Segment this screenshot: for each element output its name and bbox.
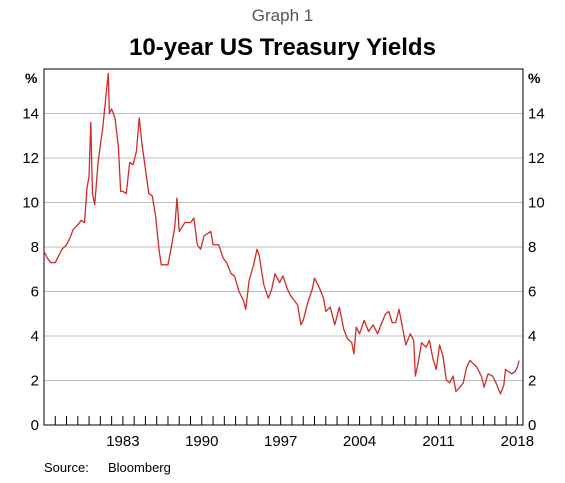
y-tick-label-left: 12 — [22, 150, 39, 167]
x-tick-label: 1990 — [185, 433, 218, 450]
x-tick-label: 2011 — [422, 433, 454, 450]
y-tick-label-left: 0 — [31, 417, 39, 434]
y-tick-label-right: 14 — [528, 106, 545, 123]
source-value: Bloomberg — [108, 460, 171, 475]
x-tick-label: 2004 — [343, 433, 376, 450]
y-tick-label-left: 4 — [31, 328, 39, 345]
y-unit-right: % — [528, 70, 541, 86]
y-tick-label-right: 6 — [528, 284, 536, 301]
plot-frame — [43, 68, 524, 426]
x-tick-label: 1997 — [264, 433, 297, 450]
chart-title: 10-year US Treasury Yields — [129, 34, 436, 61]
y-tick-label-right: 4 — [528, 328, 536, 345]
x-tick-label: 2018 — [501, 433, 534, 450]
graph-number-label: Graph 1 — [251, 6, 314, 25]
y-tick-label-right: 10 — [528, 195, 545, 212]
y-tick-label-right: 8 — [528, 239, 536, 256]
x-tick-label: 1983 — [106, 433, 139, 450]
y-tick-label-right: 2 — [528, 373, 536, 390]
y-tick-label-left: 2 — [31, 373, 39, 390]
y-tick-label-left: 6 — [31, 284, 39, 301]
y-unit-left: % — [25, 70, 38, 86]
y-tick-label-left: 8 — [31, 239, 39, 256]
y-tick-label-right: 12 — [528, 150, 545, 167]
y-tick-label-left: 10 — [22, 195, 39, 212]
source-note: Source: Bloomberg — [44, 460, 171, 475]
source-label: Source: — [44, 460, 89, 475]
series-line — [43, 72, 520, 395]
y-tick-label-right: 0 — [528, 417, 536, 434]
y-tick-label-left: 14 — [22, 106, 39, 123]
